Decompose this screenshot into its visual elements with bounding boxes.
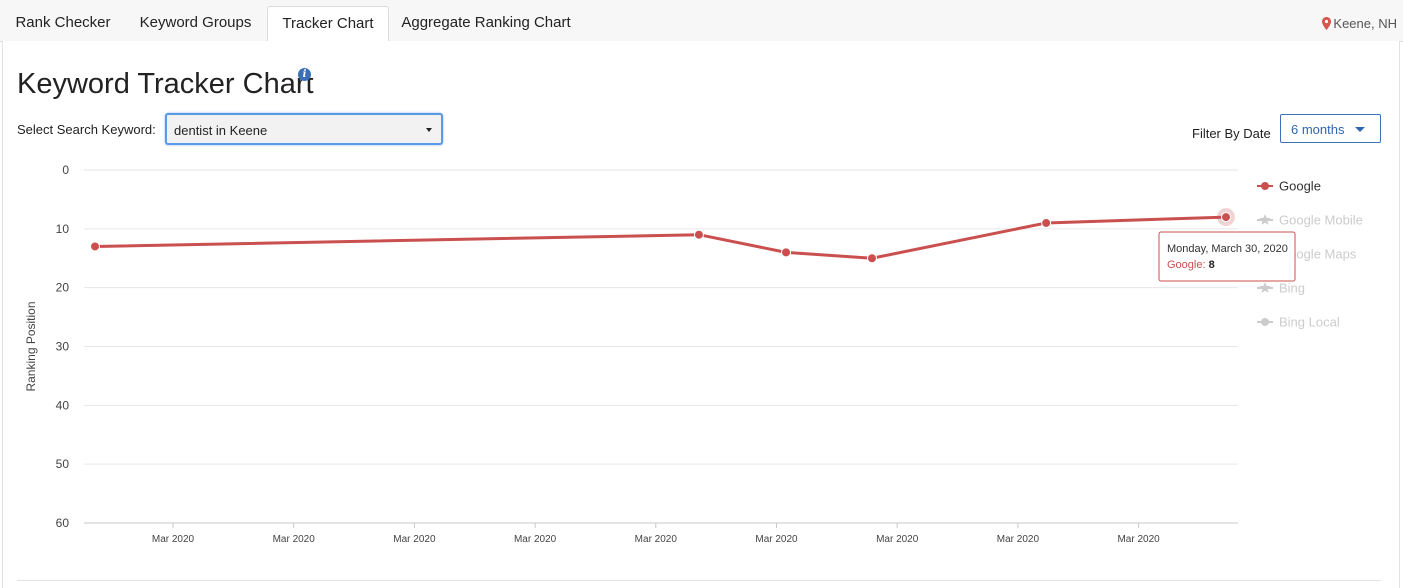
legend-item-google-mobile[interactable]: Google Mobile [1257,213,1363,228]
data-point [1041,217,1052,228]
data-point [866,253,877,264]
tracker-chart: 0 10 20 30 40 50 60 Mar 2020 Mar 2020 Mar 2020 Mar… [24,163,1363,545]
keyword-select-value: dentist in Keene [174,123,268,138]
page-title: Keyword Tracker Chart [17,68,314,100]
tab-aggregate-ranking-chart[interactable]: Aggregate Ranking Chart [401,14,571,31]
legend-item-bing[interactable]: Bing [1257,281,1305,296]
data-point [781,247,792,258]
data-point [1221,212,1231,223]
star-icon [1259,214,1271,225]
filter-by-date-dropdown[interactable]: 6 months [1280,114,1381,143]
keyword-select-label: Select Search Keyword: [17,122,156,137]
x-tick-label: Mar 2020 [755,534,798,545]
tab-bar: Rank Checker Keyword Groups Tracker Char… [0,0,1403,42]
keyword-select[interactable]: dentist in Keene [165,113,443,145]
circle-icon [1261,182,1269,190]
y-tick-label: 50 [56,457,70,471]
x-tick-label: Mar 2020 [635,534,678,545]
legend-label: Google [1279,179,1321,194]
y-tick-label: 30 [56,340,70,354]
data-point [693,229,704,240]
x-tick-label: Mar 2020 [1117,534,1160,545]
map-pin-icon [1322,17,1332,33]
data-point [90,241,100,252]
star-icon [1259,282,1271,293]
x-tick-label: Mar 2020 [273,534,316,545]
x-tick-label: Mar 2020 [393,534,436,545]
legend-item-google[interactable]: Google [1257,179,1321,194]
circle-icon [1261,318,1269,326]
x-tick-label: Mar 2020 [876,534,919,545]
location-label: Keene, NH [1333,16,1397,31]
tab-tracker-chart[interactable]: Tracker Chart [267,6,389,42]
x-tick-label: Mar 2020 [997,534,1040,545]
filter-by-date-label: Filter By Date [1192,126,1271,141]
legend-label: Bing Local [1279,315,1340,330]
y-tick-label: 60 [56,516,70,530]
tab-rank-checker[interactable]: Rank Checker [15,14,111,31]
tooltip-value: 8 [1209,259,1215,271]
location[interactable]: Keene, NH [1322,16,1397,33]
tooltip: Monday, March 30, 2020 Google: 8 [1158,231,1296,282]
legend-label: Bing [1279,281,1305,296]
legend-item-bing-local[interactable]: Bing Local [1257,315,1340,330]
chevron-down-icon [1355,127,1365,132]
tab-keyword-groups[interactable]: Keyword Groups [139,14,252,31]
filter-by-date-value: 6 months [1291,122,1345,137]
tooltip-box [1158,231,1296,282]
y-tick-label: 40 [56,398,70,412]
x-tick-label: Mar 2020 [152,534,195,545]
x-tick-label: Mar 2020 [514,534,557,545]
chevron-down-icon [426,128,432,132]
series-line-google [94,215,1227,260]
tooltip-date: Monday, March 30, 2020 [1167,243,1288,255]
legend-label: Google Maps [1279,247,1357,262]
divider [17,580,1381,581]
tooltip-series: Google: 8 [1167,259,1215,271]
info-icon[interactable]: i [298,68,311,81]
legend-label: Google Mobile [1279,213,1363,228]
y-tick-label: 20 [56,281,70,295]
y-axis-title: Ranking Position [24,301,38,391]
y-tick-label: 10 [56,222,70,236]
y-tick-label: 0 [62,163,69,177]
